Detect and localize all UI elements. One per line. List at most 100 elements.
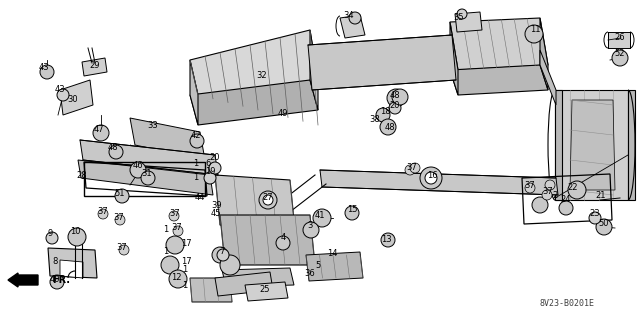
Text: 5: 5 — [316, 261, 321, 270]
Text: 7: 7 — [220, 247, 225, 256]
Text: 22: 22 — [568, 183, 579, 192]
Text: 37: 37 — [98, 207, 108, 217]
Circle shape — [259, 191, 277, 209]
Circle shape — [166, 236, 184, 254]
Circle shape — [115, 215, 125, 225]
Polygon shape — [340, 15, 365, 38]
Circle shape — [217, 249, 229, 261]
Circle shape — [596, 219, 612, 235]
Circle shape — [410, 163, 420, 173]
Text: 37: 37 — [114, 213, 124, 222]
Text: 43: 43 — [38, 63, 49, 72]
Text: 45: 45 — [211, 209, 221, 218]
Circle shape — [161, 256, 179, 274]
FancyArrow shape — [8, 273, 38, 287]
Circle shape — [589, 212, 601, 224]
Circle shape — [169, 270, 187, 288]
Text: 11: 11 — [530, 26, 540, 34]
Text: 1: 1 — [182, 280, 188, 290]
Text: 41: 41 — [315, 211, 325, 219]
Polygon shape — [130, 145, 160, 175]
Circle shape — [109, 145, 123, 159]
Text: 26: 26 — [614, 33, 625, 42]
Circle shape — [387, 89, 405, 107]
Circle shape — [130, 162, 146, 178]
Text: 37: 37 — [543, 188, 554, 197]
Polygon shape — [608, 32, 630, 48]
Circle shape — [40, 65, 54, 79]
Polygon shape — [78, 160, 213, 195]
Text: 37: 37 — [172, 224, 182, 233]
Text: 20: 20 — [390, 100, 400, 109]
Polygon shape — [570, 100, 615, 190]
Text: 25: 25 — [260, 285, 270, 293]
Circle shape — [190, 134, 204, 148]
Circle shape — [119, 245, 129, 255]
Polygon shape — [215, 272, 273, 296]
Text: 52: 52 — [615, 49, 625, 58]
Text: 48: 48 — [385, 123, 396, 132]
Polygon shape — [60, 260, 83, 278]
Text: 2: 2 — [552, 190, 557, 199]
Polygon shape — [555, 90, 628, 200]
Polygon shape — [82, 58, 107, 76]
Text: 37: 37 — [406, 164, 417, 173]
Text: 37: 37 — [525, 181, 536, 189]
Circle shape — [380, 119, 396, 135]
Polygon shape — [190, 278, 232, 302]
Polygon shape — [190, 30, 318, 95]
Text: 47: 47 — [93, 125, 104, 135]
Text: 34: 34 — [344, 11, 355, 20]
Circle shape — [425, 172, 437, 184]
Circle shape — [46, 232, 58, 244]
Polygon shape — [190, 60, 198, 125]
Text: 48: 48 — [108, 144, 118, 152]
Circle shape — [50, 275, 64, 289]
Text: 9: 9 — [47, 229, 52, 239]
Polygon shape — [540, 50, 556, 105]
Text: 19: 19 — [205, 167, 215, 176]
Circle shape — [57, 89, 69, 101]
Text: 32: 32 — [257, 70, 268, 79]
Circle shape — [612, 50, 628, 66]
Text: 8V23-B0201E: 8V23-B0201E — [540, 299, 595, 308]
Circle shape — [345, 206, 359, 220]
Text: 27: 27 — [262, 194, 273, 203]
Text: 1: 1 — [193, 174, 198, 182]
Text: 50: 50 — [599, 219, 609, 227]
Circle shape — [303, 222, 319, 238]
Polygon shape — [130, 118, 205, 160]
Polygon shape — [48, 248, 97, 278]
Text: 18: 18 — [380, 108, 390, 116]
Polygon shape — [450, 22, 458, 95]
Circle shape — [545, 180, 555, 190]
Polygon shape — [306, 252, 363, 281]
Circle shape — [220, 255, 240, 275]
Polygon shape — [245, 282, 288, 301]
Polygon shape — [60, 80, 93, 115]
Text: 10: 10 — [70, 227, 80, 236]
Text: 6: 6 — [205, 159, 211, 167]
Text: 17: 17 — [180, 240, 191, 249]
Text: 28: 28 — [77, 172, 87, 181]
Text: 17: 17 — [180, 256, 191, 265]
Circle shape — [169, 211, 179, 221]
Text: 37: 37 — [116, 243, 127, 253]
Text: 42: 42 — [191, 130, 201, 139]
Text: 37: 37 — [170, 209, 180, 218]
Polygon shape — [450, 65, 548, 95]
Circle shape — [457, 9, 467, 19]
Text: 1: 1 — [193, 160, 198, 168]
Polygon shape — [215, 175, 295, 230]
Circle shape — [525, 25, 543, 43]
Circle shape — [209, 162, 221, 174]
Circle shape — [263, 195, 273, 205]
Text: 39: 39 — [212, 201, 222, 210]
Text: FR.: FR. — [52, 275, 70, 285]
Text: 46: 46 — [132, 161, 143, 170]
Text: 1: 1 — [163, 247, 168, 256]
Circle shape — [542, 190, 552, 200]
Polygon shape — [310, 30, 318, 110]
Circle shape — [568, 181, 586, 199]
Text: 20: 20 — [210, 153, 220, 162]
